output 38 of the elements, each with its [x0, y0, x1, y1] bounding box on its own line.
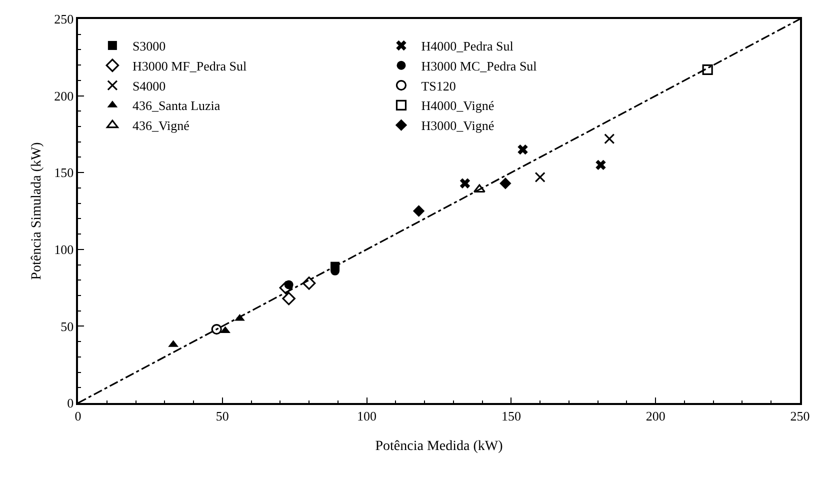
- x-axis-title: Potência Medida (kW): [375, 439, 504, 454]
- y-tick-label: 150: [54, 165, 74, 180]
- y-tick-label: 0: [67, 396, 74, 411]
- legend-label: H3000 MC_Pedra Sul: [421, 58, 538, 74]
- x-tick-label: 100: [357, 408, 377, 424]
- point: [500, 178, 512, 190]
- point: [412, 205, 425, 217]
- point: [302, 276, 316, 290]
- y-tick-label: 100: [54, 242, 74, 257]
- y-tick-label: 250: [54, 12, 74, 27]
- legend-label: S4000: [132, 78, 166, 94]
- point: [702, 64, 713, 75]
- point: [460, 178, 470, 188]
- x-tick-label: 250: [790, 408, 810, 424]
- legend-label: H4000_Pedra Sul: [421, 38, 514, 54]
- legend-label: 436_Santa Luzia: [132, 98, 220, 114]
- x-tick-label: 150: [501, 408, 521, 424]
- point: [211, 324, 222, 335]
- point: [604, 134, 615, 144]
- point: [220, 326, 230, 334]
- legend-label: S3000: [132, 38, 166, 54]
- legend-label: H3000_Vigné: [421, 118, 494, 134]
- point: [596, 160, 606, 170]
- point: [518, 144, 528, 155]
- y-axis-title: Potência Simulada (kW): [29, 142, 44, 280]
- legend-label: H3000 MF_Pedra Sul: [132, 58, 247, 74]
- point: [282, 292, 296, 306]
- legend-label: H4000_Vigné: [421, 98, 494, 114]
- y-tick-label: 200: [54, 88, 74, 104]
- point: [330, 262, 340, 271]
- x-tick-label: 200: [646, 408, 666, 424]
- x-tick-label: 50: [216, 408, 229, 424]
- legend-label: 436_Vigné: [132, 118, 190, 134]
- point: [534, 172, 546, 183]
- point: [473, 184, 486, 193]
- point: [279, 281, 293, 294]
- y-tick-label: 50: [60, 318, 74, 334]
- legend-label: TS120: [421, 78, 456, 94]
